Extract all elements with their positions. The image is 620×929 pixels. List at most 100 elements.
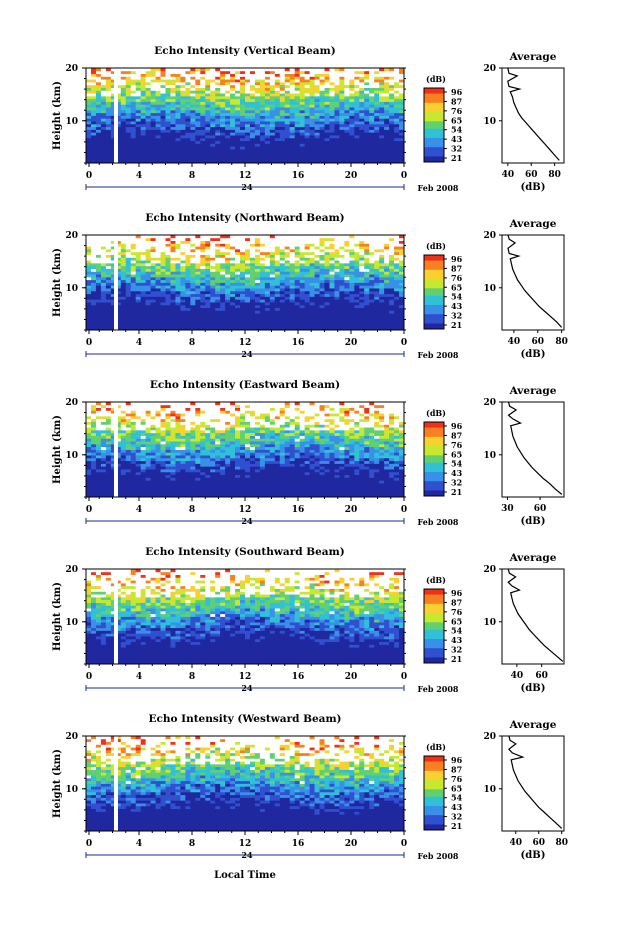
heatmap-cell — [354, 129, 360, 133]
heatmap-cell — [160, 307, 166, 311]
heatmap-cell — [165, 101, 171, 105]
heatmap-cell — [110, 243, 117, 247]
heatmap-cell — [369, 276, 375, 281]
heatmap-cell — [344, 135, 350, 139]
heatmap-cell — [190, 494, 196, 498]
heatmap-cell — [284, 307, 291, 311]
heatmap-cell — [334, 137, 340, 142]
heatmap-cell — [344, 321, 350, 325]
heatmap-cell — [264, 282, 271, 286]
heatmap-cell — [140, 95, 147, 100]
heatmap-cell — [185, 73, 191, 77]
heatmap-cell — [364, 123, 370, 128]
heatmap-cell — [379, 143, 385, 147]
heatmap-cell — [130, 485, 137, 490]
heatmap-cell — [220, 73, 226, 77]
heatmap-cell — [319, 324, 325, 328]
heatmap-cell — [120, 237, 127, 241]
heatmap-cell — [259, 321, 266, 325]
heatmap-cell — [254, 160, 261, 164]
heatmap-cell — [235, 143, 241, 147]
heatmap-cell — [110, 157, 117, 161]
heatmap-cell — [160, 483, 166, 487]
heatmap-cell — [279, 494, 286, 498]
heatmap-cell — [135, 288, 142, 292]
heatmap-cell — [195, 268, 201, 272]
heatmap-cell — [344, 271, 350, 275]
heatmap-cell — [105, 285, 112, 289]
heatmap-cell — [215, 321, 221, 325]
heatmap-cell — [185, 304, 191, 309]
heatmap-cell — [339, 90, 345, 94]
heatmap-cell — [190, 240, 196, 244]
heatmap-cell — [344, 268, 350, 272]
heatmap-cell — [354, 132, 360, 136]
heatmap-cell — [110, 288, 117, 292]
heatmap-cell — [389, 98, 395, 102]
heatmap-cell — [165, 299, 171, 303]
heatmap-cell — [235, 76, 241, 80]
heatmap-cell — [180, 485, 186, 490]
heatmap-cell — [235, 282, 241, 286]
heatmap-cell — [105, 151, 112, 156]
heatmap-cell — [160, 485, 166, 490]
heatmap-cell — [284, 73, 291, 77]
heatmap-cell — [309, 279, 315, 283]
heatmap-cell — [324, 126, 330, 130]
heatmap-cell — [190, 112, 196, 116]
average-line — [507, 234, 563, 328]
heatmap-cell — [304, 132, 310, 136]
heatmap-cell — [120, 135, 127, 139]
heatmap-cell — [289, 251, 296, 255]
heatmap-cell — [359, 90, 365, 94]
heatmap-cell — [135, 81, 142, 86]
heatmap-cell — [289, 95, 296, 100]
heatmap-cell — [269, 137, 276, 142]
heatmap-cell — [195, 87, 201, 91]
heatmap-cell — [230, 149, 236, 153]
heatmap-cell — [259, 237, 266, 241]
heatmap-cell — [349, 248, 355, 253]
heatmap-cell — [269, 246, 276, 250]
heatmap-cell — [95, 143, 102, 147]
heatmap-cell — [185, 93, 191, 97]
heatmap-cell — [369, 235, 375, 239]
heatmap-cell — [240, 282, 246, 286]
heatmap-cell — [90, 93, 97, 97]
heatmap-cell — [175, 123, 181, 128]
heatmap-cell — [399, 260, 405, 264]
heatmap-cell — [230, 98, 236, 102]
colorbar-segment — [424, 304, 444, 308]
heatmap-cell — [329, 285, 335, 289]
heatmap-cell — [314, 95, 320, 100]
heatmap-cell — [369, 296, 375, 300]
heatmap-cell — [90, 76, 97, 80]
heatmap-cell — [205, 118, 211, 122]
heatmap-cell — [339, 70, 345, 74]
heatmap-cell — [100, 260, 107, 264]
heatmap-cell — [289, 84, 296, 88]
heatmap-cell — [185, 313, 191, 317]
heatmap-cell — [190, 321, 196, 325]
heatmap-cell — [130, 480, 137, 484]
heatmap-cell — [269, 313, 276, 317]
heatmap-cell — [235, 95, 241, 100]
heatmap-cell — [279, 483, 286, 487]
heatmap-cell — [120, 123, 127, 128]
heatmap-cell — [105, 160, 112, 164]
heatmap-cell — [339, 149, 345, 153]
heatmap-cell — [274, 95, 281, 100]
heatmap-cell — [349, 118, 355, 122]
heatmap-cell — [105, 288, 112, 292]
heatmap-cell — [220, 480, 226, 484]
heatmap-cell — [309, 260, 315, 264]
colorbar-segment — [424, 108, 444, 111]
heatmap-cell — [195, 84, 201, 88]
heatmap-cell — [240, 109, 246, 114]
heatmap-cell — [299, 318, 306, 323]
heatmap-cell — [359, 118, 365, 122]
heatmap-cell — [309, 95, 315, 100]
heatmap-cell — [344, 81, 350, 86]
heatmap-cell — [135, 160, 142, 164]
heatmap-cell — [185, 84, 191, 88]
